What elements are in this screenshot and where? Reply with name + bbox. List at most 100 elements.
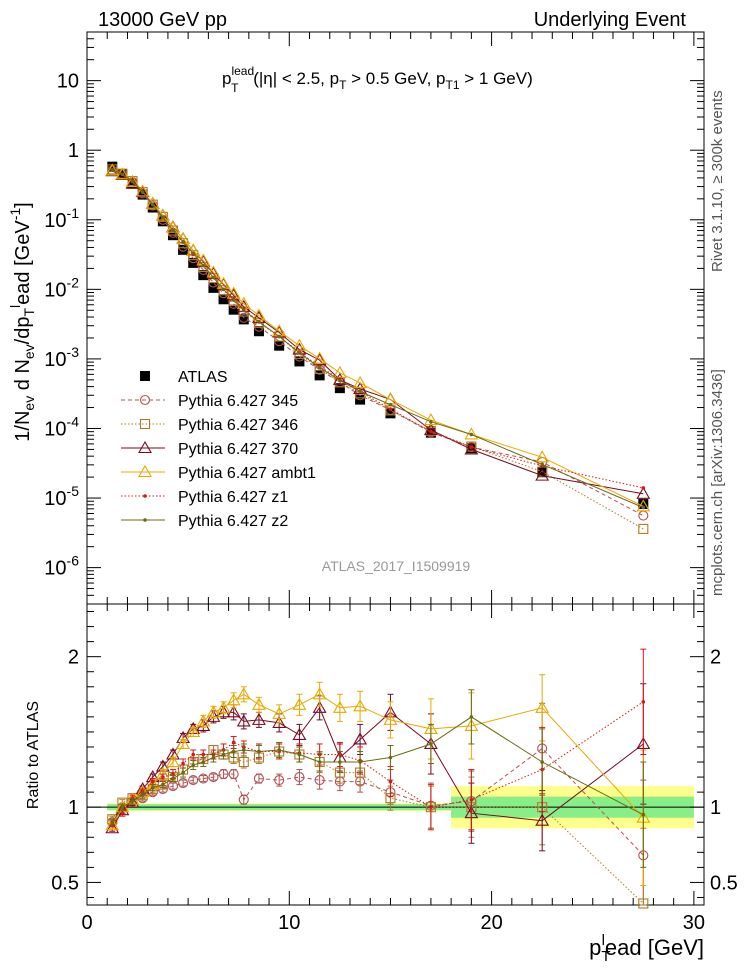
ratio-y-tick-label-right: 2 [710, 647, 721, 669]
title-rest1: (|η| < 2.5, p [249, 69, 340, 88]
main-data-point [125, 176, 140, 189]
main-data-point [297, 351, 302, 355]
main-data-point [218, 294, 229, 305]
ratio-data-point [540, 760, 544, 764]
ratio-data-point [294, 772, 305, 783]
main-data-point [332, 365, 347, 378]
ratio-data-point [218, 769, 229, 780]
legend-entry-4: Pythia 6.427 ambt1 [121, 464, 316, 482]
x-tick-label: 30 [683, 912, 705, 934]
ratio-data-point [150, 779, 155, 784]
ratio-data-point [120, 811, 125, 815]
main-data-point [466, 441, 477, 452]
ratio-data-point [388, 779, 393, 784]
main-data-point [277, 334, 281, 339]
ratio-data-point [535, 813, 550, 826]
main-data-point [171, 228, 175, 232]
ratio-data-point [429, 742, 433, 746]
ratio-data-point [238, 794, 249, 805]
ylabel-b: d N [12, 359, 34, 396]
title-sub: T [231, 81, 239, 95]
ylabel-e: ] [12, 202, 34, 208]
main-data-point [540, 462, 544, 467]
ratio-data-point [186, 724, 201, 737]
main-data-point [218, 285, 229, 296]
ratio-data-point [226, 693, 241, 706]
legend-marker [138, 464, 152, 478]
ratio-data-point [171, 776, 175, 781]
ylabel-a: 1/N [12, 411, 34, 442]
main-data-point [107, 161, 118, 172]
ratio-data-point [358, 760, 362, 764]
legend-label: Pythia 6.427 370 [178, 441, 298, 458]
ratio-data-point [198, 773, 209, 784]
ratio-data-point [317, 760, 322, 764]
legend-label: Pythia 6.427 z2 [178, 513, 288, 530]
ylabel-c: /dp [12, 317, 34, 345]
ratio-data-point [638, 898, 649, 909]
ratio-data-point [252, 697, 266, 710]
ratio-data-point [332, 700, 347, 713]
legend-entry-6: Pythia 6.427 z2 [121, 513, 288, 530]
title-rest3: > 1 GeV) [460, 69, 533, 88]
main-data-point [638, 499, 649, 510]
main-data-point [636, 486, 651, 499]
ratio-data-point [105, 821, 120, 834]
ratio-series-5 [109, 689, 647, 868]
main-data-point [641, 505, 646, 510]
ratio-data-point [353, 699, 368, 712]
ylabel-lead: l [7, 305, 23, 308]
ratio-data-point [206, 705, 221, 718]
ratio-data-point [201, 760, 206, 764]
ratio-data-point [171, 772, 175, 776]
main-data-point [429, 429, 433, 434]
main-data-point [161, 215, 165, 220]
main-data-point [155, 208, 170, 221]
main-data-point [135, 184, 150, 197]
main-y-tick-label: 10-5 [44, 483, 79, 510]
main-data-point [312, 351, 327, 364]
main-axis-ticks: 10 1 10-1 10-2 10-3 10-4 10-5 10-6 [44, 31, 704, 605]
main-plot-title: plead T (|η| < 2.5, pT > 0.5 GeV, pT1 > 1… [222, 64, 533, 95]
main-data-point [535, 450, 550, 463]
main-data-point [178, 244, 189, 255]
main-data-point [208, 282, 219, 293]
ratio-axis-ticks: 0.5 0.51 12 20 10 20 30 [51, 604, 738, 934]
ratio-y-axis-label: Ratio to ATLAS [25, 701, 42, 809]
main-data-point [292, 338, 307, 351]
legend-marker [139, 418, 151, 430]
main-data-point [105, 163, 120, 176]
ratio-plot-frame [86, 603, 705, 906]
legend-entry-3: Pythia 6.427 370 [121, 440, 298, 458]
ratio-data-point [252, 712, 266, 725]
main-data-point [110, 168, 115, 172]
main-data-point [181, 240, 185, 244]
main-y-tick-label: 10-2 [44, 274, 79, 301]
main-y-tick-label: 10-6 [44, 553, 79, 580]
main-series-line [112, 170, 644, 517]
main-data-point [388, 407, 393, 411]
ylabel-t: T [21, 308, 37, 317]
main-data-point [469, 432, 474, 437]
ratio-data-point [196, 714, 211, 727]
ratio-data-point [166, 754, 180, 768]
ratio-data-point [292, 727, 307, 740]
ratio-series-3 [105, 674, 651, 886]
xlabel-p: p [589, 935, 601, 960]
legend-marker [140, 371, 150, 381]
main-data-point [469, 445, 474, 449]
ratio-data-point [211, 755, 216, 760]
main-data-point [238, 312, 249, 323]
ratio-data-point [253, 773, 265, 784]
ratio-data-point [216, 700, 231, 713]
main-data-point [353, 381, 368, 395]
main-data-point [137, 189, 148, 200]
ratio-data-point [105, 818, 120, 831]
title-sup: lead [231, 64, 254, 78]
ratio-y-tick-label-left: 1 [68, 797, 79, 819]
ratio-data-point [181, 770, 185, 775]
main-data-point [317, 365, 322, 370]
legend-marker [139, 394, 151, 406]
ratio-series-group [105, 648, 651, 909]
xlabel-t: T [601, 948, 610, 965]
